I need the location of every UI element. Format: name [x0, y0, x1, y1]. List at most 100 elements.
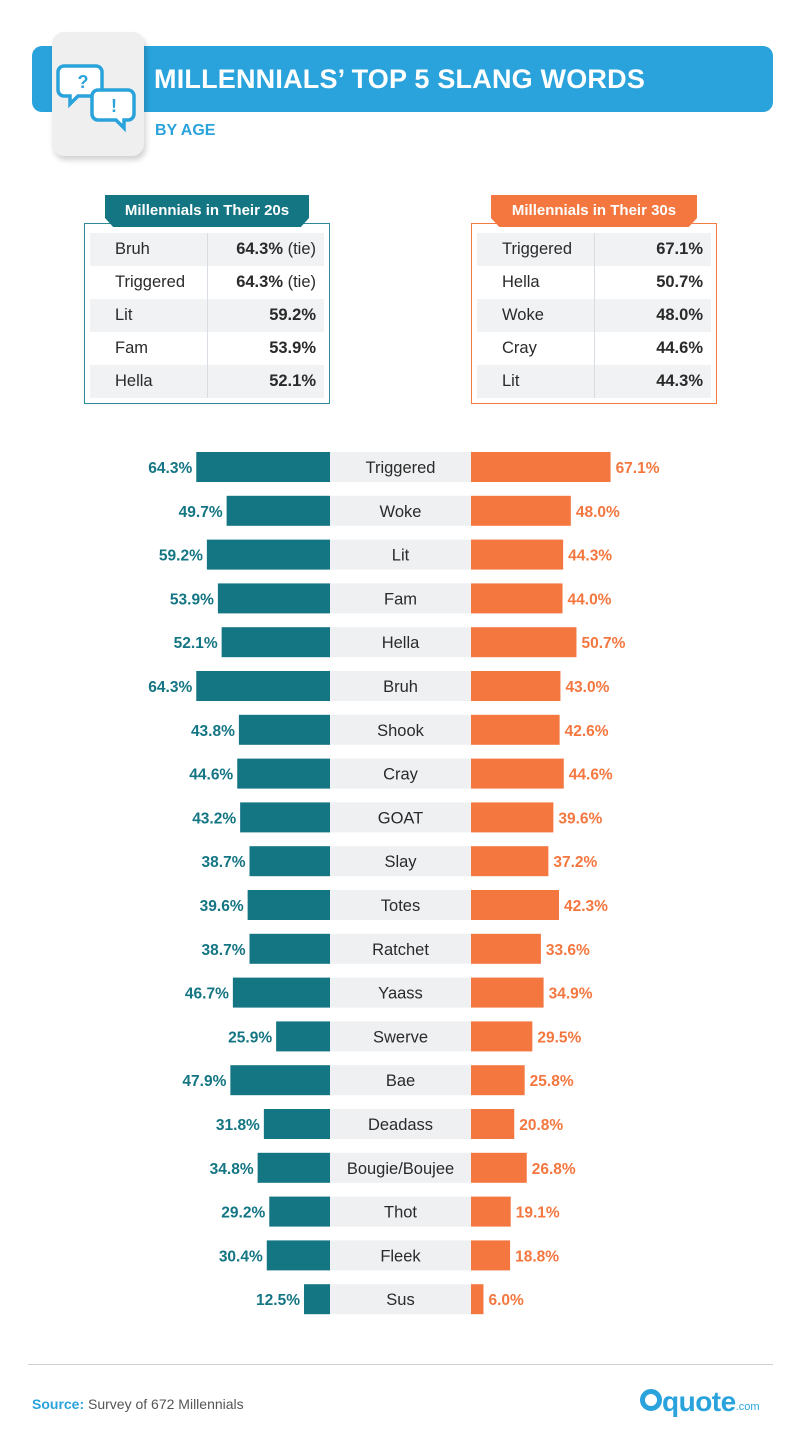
- table-30s: Triggered 67.1% Hella 50.7% Woke 48.0% Cray 44.…: [471, 223, 717, 404]
- row-word: Hella: [502, 273, 540, 291]
- value-label-right: 26.8%: [532, 1161, 576, 1178]
- category-label: Slay: [384, 853, 417, 871]
- bar-left: [304, 1284, 330, 1315]
- category-band: [330, 452, 471, 482]
- bar-right: [471, 846, 549, 877]
- table-row: Hella 52.1%: [90, 365, 324, 398]
- value-label-left: 43.8%: [191, 723, 235, 740]
- row-word: Fam: [115, 339, 148, 357]
- category-band: [330, 802, 471, 833]
- category-label: Yaass: [378, 985, 423, 1003]
- category-label: Thot: [384, 1204, 417, 1222]
- category-band: [330, 846, 471, 877]
- category-band: [330, 933, 471, 964]
- table-20s-title: Millennials in Their 20s: [105, 195, 309, 227]
- row-value: 50.7%: [656, 273, 703, 291]
- logo-suffix: .com: [735, 1401, 760, 1413]
- category-band: [330, 1021, 471, 1052]
- chat-bubbles-icon: ? !: [52, 32, 144, 156]
- category-label: Bruh: [383, 678, 418, 696]
- diverging-bar-chart: 64.3% 67.1% Triggered 49.7% 48.0% Woke 59.2% 44…: [148, 452, 660, 1315]
- category-label: GOAT: [378, 809, 424, 827]
- bar-left: [263, 1109, 330, 1139]
- value-label-left: 64.3%: [148, 679, 192, 696]
- category-band: [330, 627, 471, 658]
- value-label-left: 59.2%: [159, 548, 203, 565]
- category-band: [330, 714, 471, 745]
- value-label-left: 25.9%: [228, 1029, 272, 1046]
- bar-left: [266, 1240, 330, 1271]
- table-row: Lit 44.3%: [477, 365, 711, 398]
- bar-right: [471, 627, 577, 658]
- bar-right: [471, 539, 564, 570]
- row-divider: [207, 266, 208, 299]
- bar-right: [471, 1284, 484, 1315]
- bar-left: [269, 1196, 330, 1227]
- value-label-left: 49.7%: [179, 504, 223, 521]
- value-label-right: 18.8%: [515, 1248, 559, 1265]
- row-value: 59.2%: [269, 306, 316, 324]
- category-label: Bae: [386, 1072, 415, 1090]
- category-band: [330, 495, 471, 526]
- value-label-left: 64.3%: [148, 460, 192, 477]
- svg-text:!: !: [111, 96, 117, 116]
- footer-divider: [28, 1364, 773, 1365]
- category-label: Sus: [386, 1291, 414, 1309]
- table-30s-title: Millennials in Their 30s: [491, 195, 697, 227]
- bar-left: [276, 1021, 330, 1052]
- category-label: Cray: [383, 766, 419, 784]
- value-label-right: 29.5%: [537, 1029, 581, 1046]
- row-word: Bruh: [115, 240, 150, 258]
- bar-left: [232, 977, 330, 1008]
- row-value: 67.1%: [656, 240, 703, 258]
- bar-left: [206, 539, 330, 570]
- row-divider: [594, 299, 595, 332]
- source-label: Source:: [32, 1396, 85, 1412]
- category-label: Bougie/Boujee: [347, 1160, 454, 1178]
- bar-right: [471, 758, 564, 789]
- bar-right: [471, 452, 611, 482]
- category-band: [330, 890, 471, 920]
- row-word: Lit: [115, 306, 133, 324]
- row-value: 52.1%: [269, 372, 316, 390]
- row-word: Triggered: [115, 273, 186, 291]
- bar-right: [471, 1196, 511, 1227]
- value-label-right: 39.6%: [558, 810, 602, 827]
- category-band: [330, 1109, 471, 1139]
- bar-right: [471, 933, 541, 964]
- bar-right: [471, 671, 561, 701]
- bar-right: [471, 1240, 511, 1271]
- value-label-left: 43.2%: [192, 810, 236, 827]
- value-label-left: 38.7%: [202, 854, 246, 871]
- category-band: [330, 583, 471, 614]
- category-label: Triggered: [365, 459, 435, 477]
- svg-text:?: ?: [78, 72, 89, 92]
- value-label-left: 29.2%: [221, 1205, 265, 1222]
- value-label-right: 25.8%: [530, 1073, 574, 1090]
- row-word: Triggered: [502, 240, 573, 258]
- bar-right: [471, 495, 571, 526]
- category-label: Ratchet: [372, 941, 429, 959]
- quote-logo: quote.com: [640, 1386, 760, 1420]
- category-band: [330, 1196, 471, 1227]
- value-label-right: 20.8%: [519, 1117, 563, 1134]
- category-label: Deadass: [368, 1116, 433, 1134]
- table-row: Fam 53.9%: [90, 332, 324, 365]
- value-label-right: 19.1%: [516, 1205, 560, 1222]
- row-divider: [594, 365, 595, 398]
- category-band: [330, 1240, 471, 1271]
- row-divider: [207, 233, 208, 266]
- value-label-left: 12.5%: [256, 1292, 300, 1309]
- value-label-left: 39.6%: [200, 898, 244, 915]
- row-value: 64.3% (tie): [236, 240, 316, 258]
- source-note: Source: Survey of 672 Millennials: [32, 1396, 244, 1412]
- bar-left: [257, 1152, 330, 1183]
- bar-left: [217, 583, 330, 614]
- bar-left: [240, 802, 330, 833]
- value-label-right: 42.3%: [564, 898, 608, 915]
- value-label-left: 30.4%: [219, 1248, 263, 1265]
- bar-right: [471, 890, 559, 920]
- row-divider: [207, 365, 208, 398]
- title-banner: MILLENNIALS’ TOP 5 SLANG WORDS: [32, 46, 773, 112]
- row-divider: [207, 299, 208, 332]
